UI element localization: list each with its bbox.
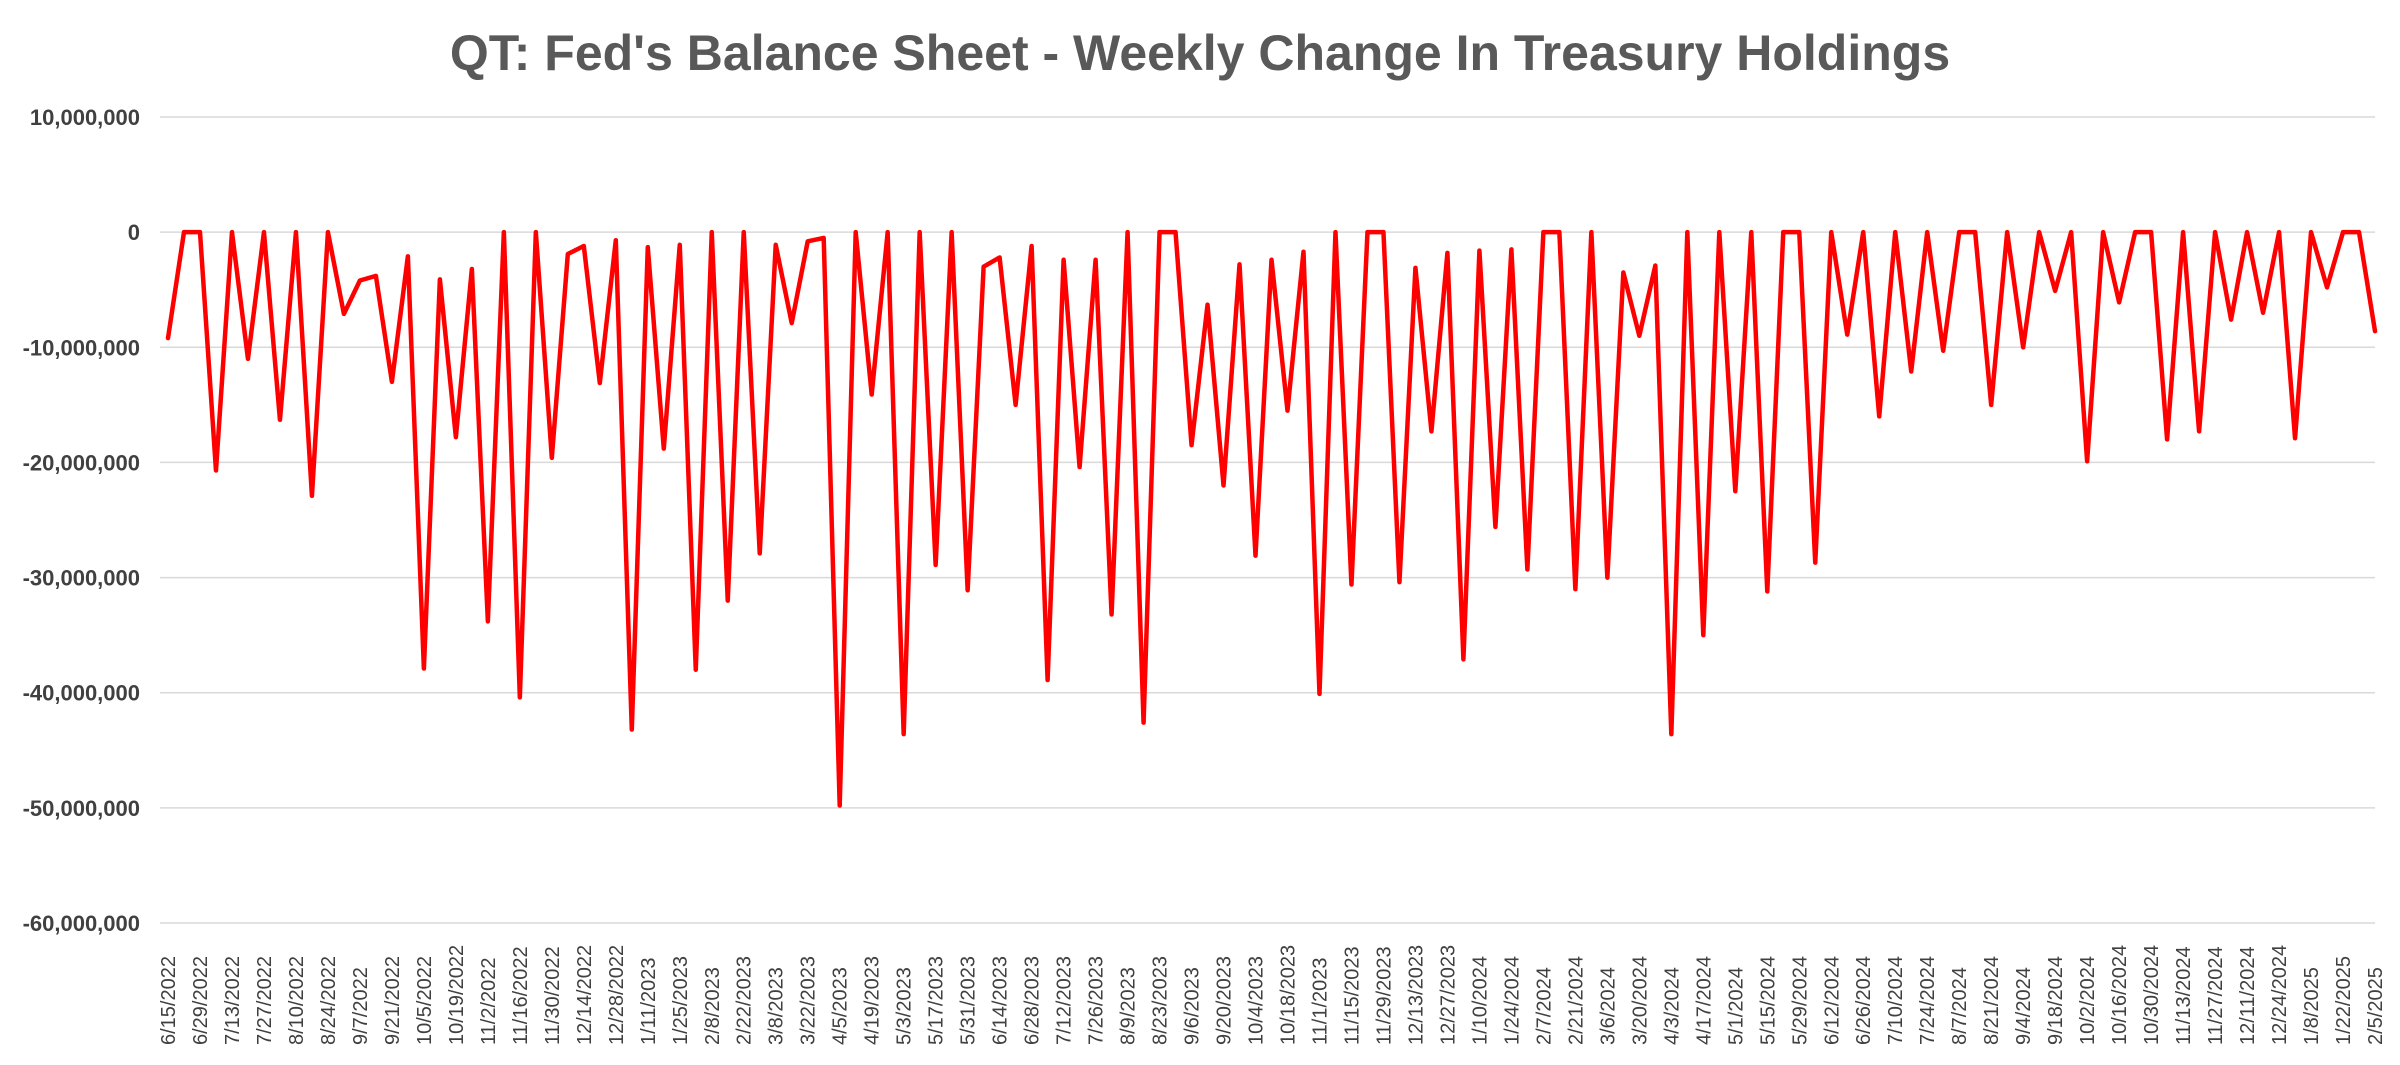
- x-tick-label: 9/18/2024: [2045, 956, 2067, 1045]
- x-tick-label: 8/24/2022: [318, 956, 340, 1045]
- x-tick-label: 10/19/2022: [446, 945, 468, 1045]
- x-tick-label: 11/16/2022: [510, 946, 532, 1045]
- x-tick-label: 2/22/2023: [734, 956, 756, 1045]
- x-tick-label: 3/6/2024: [1597, 967, 1619, 1045]
- y-tick-label: 0: [128, 220, 140, 245]
- x-tick-label: 5/31/2023: [958, 956, 980, 1045]
- y-tick-label: -40,000,000: [23, 681, 140, 706]
- x-tick-label: 6/12/2024: [1821, 956, 1843, 1045]
- x-tick-label: 10/18/2023: [1277, 945, 1299, 1045]
- x-tick-label: 9/4/2024: [2013, 967, 2035, 1045]
- y-tick-label: 10,000,000: [30, 105, 140, 130]
- x-tick-label: 7/27/2022: [254, 956, 276, 1045]
- x-tick-label: 1/10/2024: [1469, 956, 1491, 1045]
- x-tick-label: 12/28/2022: [606, 945, 628, 1045]
- x-tick-label: 5/1/2024: [1725, 967, 1747, 1045]
- x-tick-label: 8/9/2023: [1118, 967, 1140, 1045]
- y-axis-tick-labels: 10,000,000 0 -10,000,000 -20,000,000 -30,000…: [23, 105, 140, 936]
- x-tick-label: 11/27/2024: [2205, 946, 2227, 1045]
- x-tick-label: 11/13/2024: [2173, 946, 2195, 1045]
- x-tick-label: 8/21/2024: [1981, 956, 2003, 1045]
- x-tick-label: 6/28/2023: [1022, 956, 1044, 1045]
- x-tick-label: 10/30/2024: [2141, 945, 2163, 1045]
- x-tick-label: 7/10/2024: [1885, 956, 1907, 1045]
- x-tick-label: 12/13/2023: [1405, 945, 1427, 1045]
- x-tick-label: 7/24/2024: [1917, 956, 1939, 1045]
- x-tick-label: 8/10/2022: [286, 956, 308, 1045]
- x-tick-label: 12/24/2024: [2269, 945, 2291, 1045]
- x-tick-label: 7/12/2023: [1054, 956, 1076, 1045]
- y-tick-label: -30,000,000: [23, 566, 140, 591]
- x-tick-label: 10/5/2022: [414, 956, 436, 1045]
- x-tick-label: 10/4/2023: [1246, 956, 1268, 1045]
- x-tick-label: 4/19/2023: [862, 956, 884, 1045]
- x-tick-label: 5/29/2024: [1789, 956, 1811, 1045]
- y-tick-label: -10,000,000: [23, 335, 140, 360]
- x-tick-label: 4/5/2023: [830, 967, 852, 1045]
- x-tick-label: 2/8/2023: [702, 967, 724, 1045]
- x-tick-label: 7/26/2023: [1086, 956, 1108, 1045]
- x-tick-label: 6/29/2022: [190, 956, 212, 1045]
- x-tick-label: 4/3/2024: [1661, 967, 1683, 1045]
- y-tick-label: -50,000,000: [23, 796, 140, 821]
- x-tick-label: 1/25/2023: [670, 956, 692, 1045]
- x-tick-label: 8/7/2024: [1949, 967, 1971, 1045]
- x-tick-label: 12/27/2023: [1437, 945, 1459, 1045]
- x-tick-label: 11/1/2023: [1309, 958, 1331, 1046]
- x-tick-label: 10/2/2024: [2077, 956, 2099, 1045]
- x-tick-label: 6/26/2024: [1853, 956, 1875, 1045]
- x-tick-label: 1/24/2024: [1501, 956, 1523, 1045]
- x-tick-label: 8/23/2023: [1150, 956, 1172, 1045]
- x-tick-label: 3/20/2024: [1629, 956, 1651, 1045]
- x-tick-label: 12/14/2022: [574, 945, 596, 1045]
- x-tick-label: 11/15/2023: [1341, 946, 1363, 1045]
- x-tick-label: 3/22/2023: [798, 956, 820, 1045]
- x-tick-label: 7/13/2022: [222, 956, 244, 1045]
- x-tick-label: 10/16/2024: [2109, 945, 2131, 1045]
- x-tick-label: 9/21/2022: [382, 956, 404, 1045]
- x-tick-label: 9/20/2023: [1214, 956, 1236, 1045]
- x-tick-label: 5/17/2023: [926, 956, 948, 1045]
- x-tick-label: 1/22/2025: [2333, 956, 2355, 1045]
- y-tick-label: -60,000,000: [23, 911, 140, 936]
- x-tick-label: 2/7/2024: [1533, 967, 1555, 1045]
- series-layer: [165, 229, 2378, 808]
- series-line: [165, 229, 2378, 808]
- x-tick-label: 6/15/2022: [158, 956, 180, 1045]
- x-tick-label: 11/30/2022: [542, 946, 564, 1045]
- x-tick-label: 5/3/2023: [894, 967, 916, 1045]
- x-tick-label: 3/8/2023: [766, 967, 788, 1045]
- x-tick-label: 5/15/2024: [1757, 956, 1779, 1045]
- x-tick-label: 2/21/2024: [1565, 956, 1587, 1045]
- x-tick-label: 11/2/2022: [478, 958, 500, 1046]
- x-tick-label: 12/11/2024: [2237, 946, 2259, 1045]
- x-tick-label: 4/17/2024: [1693, 956, 1715, 1045]
- x-tick-label: 9/6/2023: [1182, 967, 1204, 1045]
- x-tick-label: 11/29/2023: [1373, 946, 1395, 1045]
- x-tick-label: 2/5/2025: [2365, 967, 2387, 1045]
- x-tick-label: 9/7/2022: [350, 967, 372, 1045]
- x-tick-label: 1/11/2023: [638, 958, 660, 1046]
- x-tick-label: 6/14/2023: [990, 956, 1012, 1045]
- chart-title: QT: Fed's Balance Sheet - Weekly Change …: [450, 25, 1950, 81]
- y-tick-label: -20,000,000: [23, 450, 140, 475]
- x-axis-tick-labels: 6/15/2022 6/29/2022 7/13/2022 7/27/2022 8/10…: [158, 945, 2387, 1045]
- x-tick-label: 1/8/2025: [2301, 967, 2323, 1045]
